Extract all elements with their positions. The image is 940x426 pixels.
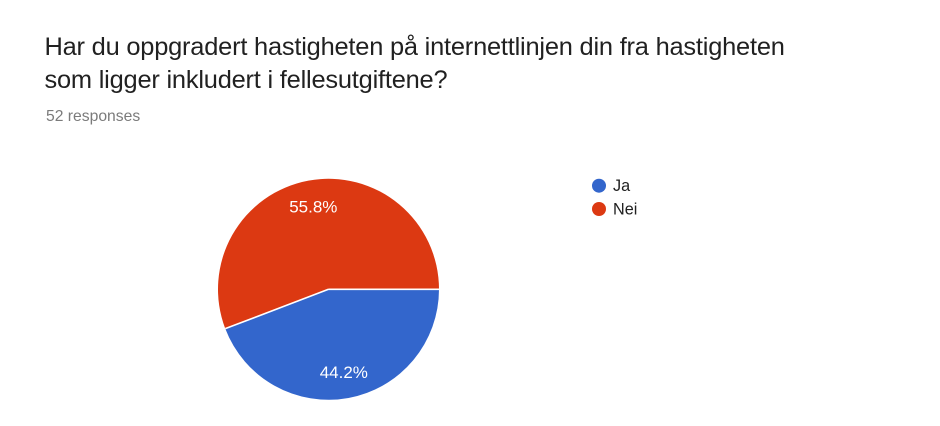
svg-text:Nei: Nei: [613, 200, 637, 218]
svg-text:Ja: Ja: [613, 177, 630, 195]
svg-text:55.8%: 55.8%: [289, 198, 337, 217]
svg-text:44.2%: 44.2%: [320, 363, 368, 382]
